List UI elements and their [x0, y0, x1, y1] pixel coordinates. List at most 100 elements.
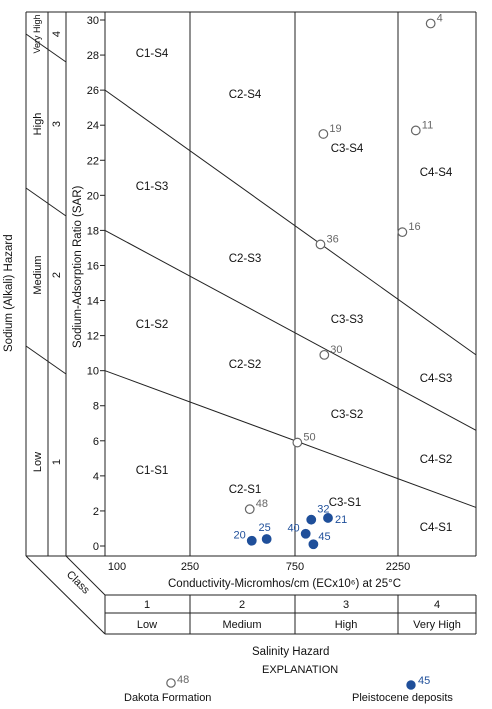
salinity-class-1-name: Low — [137, 619, 157, 631]
dakota-point-50 — [292, 437, 303, 448]
sodium-class-1-number: 1 — [51, 459, 63, 465]
region-label-c4-s3: C4-S3 — [420, 373, 453, 385]
sodium-class-3-name: High — [32, 113, 44, 136]
sodium-class-2-name: Medium — [32, 255, 44, 294]
salinity-class-1-number: 1 — [144, 599, 150, 611]
pleistocene-point-label-20: 20 — [234, 530, 246, 542]
class-sep-4 — [25, 33, 67, 63]
y-tick-label: 14 — [87, 296, 99, 308]
dakota-point-11 — [410, 125, 421, 136]
y-tick-label: 18 — [87, 225, 99, 237]
pleistocene-point-label-45: 45 — [318, 531, 330, 543]
y-tick-label: 28 — [87, 50, 99, 62]
y-tick-label: 20 — [87, 190, 99, 202]
data-points: 4 19 11 36 16 30 50 48 20 25 40 32 21 45 — [234, 13, 443, 550]
sar-axis-label: Sodium-Adsorption Ratio (SAR) — [72, 185, 84, 348]
dakota-point-48 — [244, 504, 255, 515]
pleistocene-point-21 — [323, 513, 333, 523]
region-label-c1-s1: C1-S1 — [136, 465, 169, 477]
region-label-c1-s3: C1-S3 — [136, 181, 169, 193]
region-label-c3-s1: C3-S1 — [329, 497, 362, 509]
sar-boundary-line-3 — [104, 89, 477, 356]
y-tick-label: 8 — [93, 401, 99, 413]
y-tick-label: 4 — [93, 471, 99, 483]
legend-open-circle-number: 48 — [177, 674, 189, 686]
sodium-hazard-axis-label: Sodium (Alkali) Hazard — [3, 234, 15, 352]
dakota-point-label-36: 36 — [326, 233, 338, 245]
class-sep-3 — [25, 187, 67, 217]
legend-open-circle-marker — [166, 678, 176, 688]
salinity-class-4-name: Very High — [413, 619, 461, 631]
dakota-point-4 — [425, 18, 436, 29]
region-label-c2-s3: C2-S3 — [229, 253, 262, 265]
dakota-point-label-30: 30 — [330, 344, 342, 356]
region-label-c2-s1: C2-S1 — [229, 484, 262, 496]
chart-frame — [25, 11, 477, 635]
legend-pleistocene-label: Pleistocene deposits — [352, 692, 453, 704]
region-label-c4-s1: C4-S1 — [420, 522, 453, 534]
region-label-c1-s4: C1-S4 — [136, 48, 169, 60]
y-tick-label: 12 — [87, 331, 99, 343]
region-label-c3-s2: C3-S2 — [331, 409, 364, 421]
pleistocene-point-40 — [300, 528, 311, 539]
salinity-class-3-name: High — [335, 619, 358, 631]
region-label-c3-s4: C3-S4 — [331, 143, 364, 155]
y-tick-label: 0 — [93, 541, 99, 553]
pleistocene-point-label-32: 32 — [317, 504, 329, 516]
pleistocene-point-label-21: 21 — [335, 514, 347, 526]
sodium-class-3-number: 3 — [51, 121, 63, 127]
dakota-point-label-16: 16 — [408, 221, 420, 233]
x-axis-ticks: 100 250 750 2250 — [108, 561, 410, 573]
region-label-c2-s2: C2-S2 — [229, 359, 262, 371]
x-tick-label: 250 — [181, 561, 199, 573]
dakota-point-30 — [319, 349, 330, 360]
y-tick-label: 30 — [87, 15, 99, 27]
dakota-point-label-48: 48 — [256, 498, 268, 510]
corner-diagonal-1 — [25, 555, 106, 635]
x-tick-label: 100 — [108, 561, 126, 573]
pleistocene-point-32 — [306, 514, 317, 525]
salinity-hazard-label: Salinity Hazard — [252, 646, 329, 658]
y-tick-label: 2 — [93, 506, 99, 518]
legend-filled-circle-number: 45 — [418, 675, 430, 687]
salinity-class-4-number: 4 — [434, 599, 440, 611]
dakota-point-label-11: 11 — [422, 119, 433, 131]
y-tick-label: 24 — [87, 120, 99, 132]
region-label-c4-s4: C4-S4 — [420, 167, 453, 179]
salinity-class-3-number: 3 — [343, 599, 349, 611]
dakota-point-label-50: 50 — [303, 432, 315, 444]
salinity-class-2-number: 2 — [239, 599, 245, 611]
region-label-c4-s2: C4-S2 — [420, 454, 453, 466]
boundary-lines — [104, 89, 477, 508]
y-tick-label: 10 — [87, 366, 99, 378]
y-tick-label: 26 — [87, 85, 99, 97]
salinity-class-2-name: Medium — [222, 619, 261, 631]
x-axis-label: Conductivity-Micromhos/cm (ECx10⁶) at 25… — [168, 578, 401, 590]
region-label-c1-s2: C1-S2 — [136, 319, 169, 331]
region-label-c2-s4: C2-S4 — [229, 89, 262, 101]
sar-boundary-line-2 — [104, 229, 477, 431]
sodium-class-2-number: 2 — [51, 272, 63, 278]
dakota-point-16 — [397, 227, 408, 238]
region-label-c3-s3: C3-S3 — [331, 314, 364, 326]
region-labels: C1-S4 C2-S4 C3-S4 C4-S4 C1-S3 C2-S3 C3-S3 C4-S3… — [136, 48, 453, 534]
y-tick-label: 22 — [87, 155, 99, 167]
sar-boundary-line-1 — [104, 370, 477, 508]
class-corner-label: Class — [64, 569, 92, 597]
dakota-point-label-19: 19 — [329, 123, 341, 135]
pleistocene-point-label-40: 40 — [287, 523, 299, 535]
dakota-point-19 — [318, 129, 329, 139]
legend-filled-circle-marker — [406, 680, 416, 690]
dakota-point-label-4: 4 — [437, 13, 443, 25]
pleistocene-point-45 — [308, 539, 319, 550]
class-sep-2 — [25, 345, 67, 375]
pleistocene-point-20 — [246, 535, 257, 546]
pleistocene-point-25 — [261, 534, 272, 544]
y-tick-label: 6 — [93, 436, 99, 448]
legend-dakota-label: Dakota Formation — [124, 692, 211, 704]
x-tick-label: 750 — [286, 561, 304, 573]
sodium-class-4-name: Very High — [32, 14, 42, 53]
x-tick-label: 2250 — [386, 561, 410, 573]
